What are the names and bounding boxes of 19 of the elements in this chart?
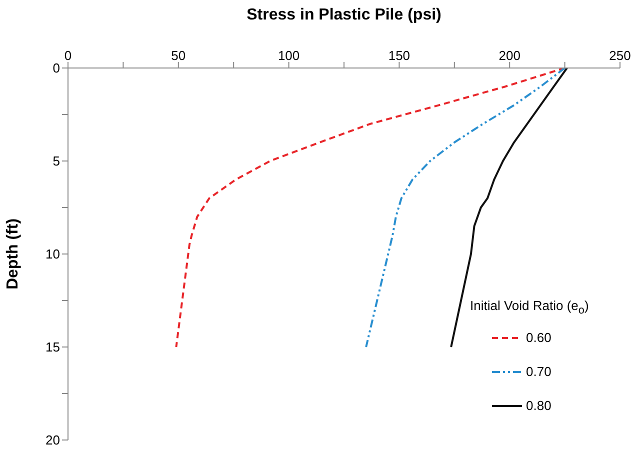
y-axis-title: Depth (ft) [4, 218, 22, 290]
y-tick-label: 20 [46, 432, 60, 448]
line-series [450, 68, 568, 348]
legend-label: 0.80 [526, 398, 552, 414]
y-tick-label: 0 [52, 60, 60, 76]
x-tick-label: 250 [609, 48, 631, 63]
y-tick-label: 15 [46, 340, 60, 355]
legend-label: 0.70 [526, 364, 552, 380]
y-tick-label: 5 [52, 154, 60, 169]
legend-label: 0.60 [526, 330, 552, 346]
line-series [365, 68, 566, 348]
x-tick-label: 0 [64, 48, 72, 63]
legend-title: Initial Void Ratio (e$_{o}$) [470, 298, 589, 317]
x-tick-label: 100 [278, 48, 300, 63]
x-tick-label: 150 [388, 48, 410, 63]
x-tick-label: 50 [171, 48, 186, 63]
x-axis-title: Stress in Plastic Pile (psi) [246, 6, 442, 24]
y-tick-label: 10 [46, 246, 60, 262]
x-tick-label: 200 [498, 48, 520, 63]
